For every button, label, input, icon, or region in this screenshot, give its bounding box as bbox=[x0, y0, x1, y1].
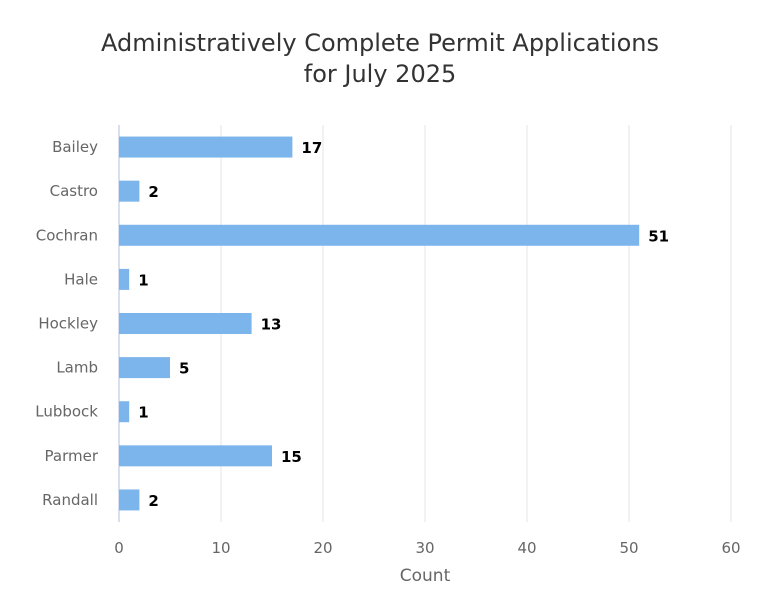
bar-hale bbox=[119, 268, 130, 290]
bar-lamb bbox=[119, 357, 170, 379]
x-axis-title: Count bbox=[400, 566, 451, 586]
y-category-label: Hockley bbox=[38, 315, 98, 333]
chart-title-line-2: for July 2025 bbox=[304, 60, 457, 88]
x-tick-label: 10 bbox=[211, 539, 230, 557]
bar-lubbock bbox=[119, 401, 130, 423]
x-tick-label: 50 bbox=[619, 539, 638, 557]
data-label: 13 bbox=[261, 316, 282, 334]
data-label: 17 bbox=[301, 139, 322, 157]
y-category-label: Parmer bbox=[45, 447, 99, 465]
bar-hockley bbox=[119, 313, 252, 334]
y-category-label: Bailey bbox=[52, 138, 98, 156]
data-label: 15 bbox=[281, 448, 302, 466]
bar-bailey bbox=[119, 136, 293, 158]
data-label: 51 bbox=[648, 227, 669, 245]
x-tick-label: 20 bbox=[313, 539, 332, 557]
data-label: 2 bbox=[148, 492, 158, 510]
bar-castro bbox=[119, 180, 140, 202]
x-tick-label: 40 bbox=[517, 539, 536, 557]
bar-parmer bbox=[119, 445, 272, 467]
y-category-label: Cochran bbox=[36, 226, 98, 244]
y-category-label: Hale bbox=[64, 270, 98, 288]
x-tick-label: 60 bbox=[721, 539, 740, 557]
data-label: 1 bbox=[138, 404, 148, 422]
y-category-label: Randall bbox=[42, 491, 98, 509]
bar-randall bbox=[119, 489, 140, 511]
x-tick-label: 0 bbox=[114, 539, 124, 557]
data-label: 5 bbox=[179, 360, 189, 378]
data-label: 2 bbox=[148, 183, 158, 201]
bar-cochran bbox=[119, 224, 640, 246]
chart-title-line-1: Administratively Complete Permit Applica… bbox=[101, 29, 659, 57]
y-category-label: Lamb bbox=[56, 359, 98, 377]
y-category-label: Castro bbox=[50, 182, 98, 200]
y-category-label: Lubbock bbox=[35, 403, 98, 421]
data-label: 1 bbox=[138, 271, 148, 289]
x-tick-label: 30 bbox=[415, 539, 434, 557]
